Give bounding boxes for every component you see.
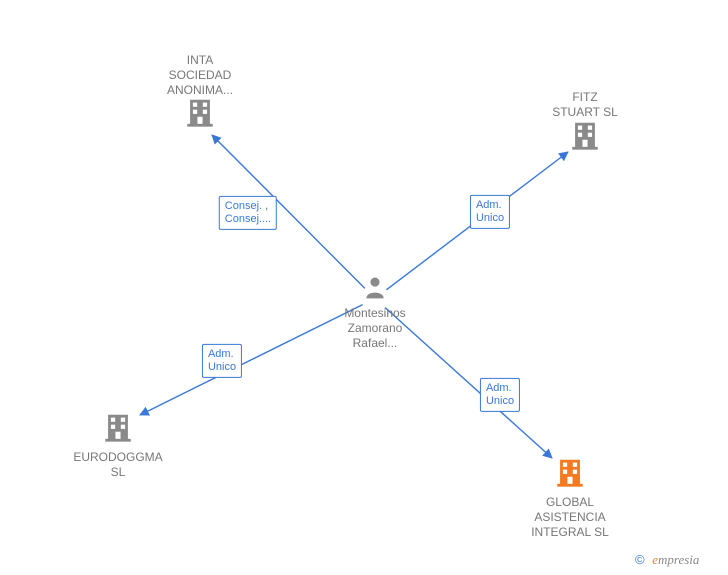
edge-line	[385, 308, 552, 458]
center-label: Montesinos Zamorano Rafael...	[344, 306, 405, 351]
person-icon	[362, 275, 388, 306]
node-label: INTA SOCIEDAD ANONIMA...	[167, 53, 233, 98]
building-icon	[183, 96, 217, 135]
brand-rest: mpresia	[658, 552, 699, 567]
building-icon	[553, 456, 587, 495]
node-label: GLOBAL ASISTENCIA INTEGRAL SL	[531, 495, 609, 540]
building-icon	[101, 411, 135, 450]
building-icon	[568, 119, 602, 158]
edge-label: Adm. Unico	[202, 344, 242, 378]
node-label: FITZ STUART SL	[552, 90, 618, 120]
edge-label: Adm. Unico	[470, 195, 510, 229]
copyright-symbol: ©	[635, 552, 645, 567]
node-label: EURODOGGMA SL	[73, 450, 162, 480]
edge-label: Consej. , Consej....	[219, 196, 277, 230]
watermark: © empresia	[635, 552, 699, 568]
diagram-canvas: Consej. , Consej.... Adm. Unico Adm. Uni…	[0, 0, 728, 575]
edge-label: Adm. Unico	[480, 378, 520, 412]
edge-line	[140, 305, 363, 415]
